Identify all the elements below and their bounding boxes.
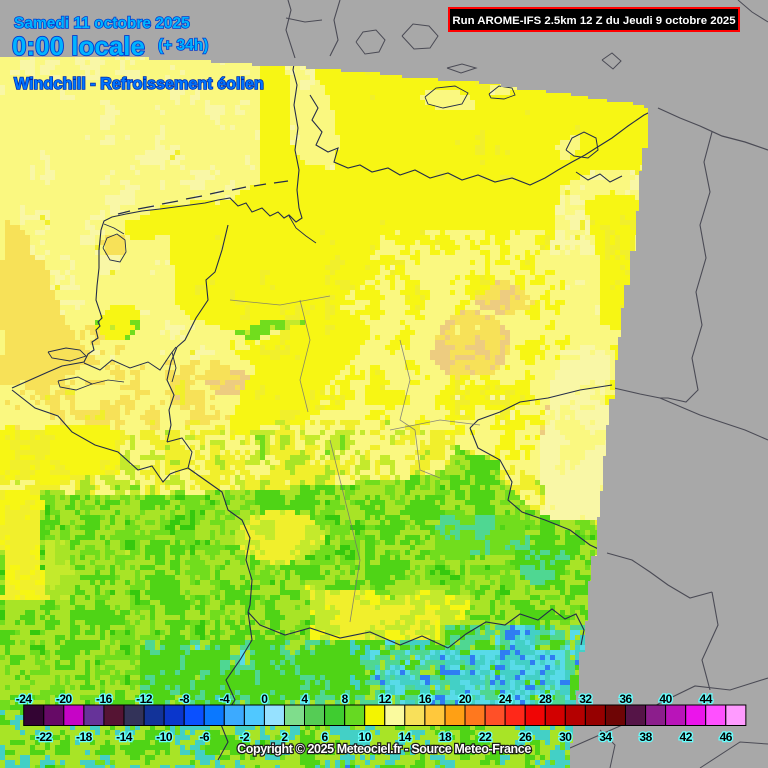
svg-text:20: 20 <box>459 692 472 706</box>
svg-text:46: 46 <box>720 730 733 744</box>
svg-text:Run AROME-IFS 2.5km 12 Z du Je: Run AROME-IFS 2.5km 12 Z du Jeudi 9 octo… <box>452 15 736 27</box>
svg-text:-6: -6 <box>199 730 209 744</box>
svg-text:38: 38 <box>639 730 652 744</box>
svg-text:-20: -20 <box>56 692 73 706</box>
svg-text:-18: -18 <box>76 730 93 744</box>
svg-text:-24: -24 <box>16 692 33 706</box>
svg-text:36: 36 <box>619 692 632 706</box>
svg-text:(+ 34h): (+ 34h) <box>158 37 208 54</box>
svg-text:Copyright © 2025 Meteociel.fr: Copyright © 2025 Meteociel.fr - Source M… <box>237 742 531 756</box>
svg-text:10: 10 <box>359 730 372 744</box>
svg-text:-14: -14 <box>116 730 133 744</box>
svg-text:26: 26 <box>519 730 532 744</box>
svg-text:6: 6 <box>322 730 329 744</box>
svg-text:32: 32 <box>579 692 592 706</box>
svg-text:-10: -10 <box>156 730 173 744</box>
svg-text:30: 30 <box>559 730 572 744</box>
svg-text:8: 8 <box>342 692 349 706</box>
svg-text:-22: -22 <box>36 730 53 744</box>
svg-text:18: 18 <box>439 730 452 744</box>
svg-text:-2: -2 <box>240 730 250 744</box>
svg-text:Windchill - Refroissement éoli: Windchill - Refroissement éolien <box>14 75 264 93</box>
svg-text:Samedi 11 octobre 2025: Samedi 11 octobre 2025 <box>14 15 190 32</box>
svg-text:22: 22 <box>479 730 492 744</box>
svg-text:44: 44 <box>700 692 713 706</box>
svg-text:42: 42 <box>680 730 693 744</box>
svg-text:0:00 locale: 0:00 locale <box>12 31 145 61</box>
svg-text:-12: -12 <box>136 692 153 706</box>
svg-text:-16: -16 <box>96 692 113 706</box>
svg-text:12: 12 <box>379 692 392 706</box>
svg-text:0: 0 <box>261 692 268 706</box>
svg-text:14: 14 <box>399 730 412 744</box>
svg-text:34: 34 <box>599 730 612 744</box>
svg-text:-4: -4 <box>219 692 229 706</box>
svg-text:40: 40 <box>659 692 672 706</box>
svg-text:16: 16 <box>419 692 432 706</box>
svg-text:4: 4 <box>301 692 308 706</box>
svg-text:2: 2 <box>281 730 288 744</box>
svg-text:24: 24 <box>499 692 512 706</box>
svg-text:28: 28 <box>539 692 552 706</box>
svg-text:-8: -8 <box>179 692 189 706</box>
